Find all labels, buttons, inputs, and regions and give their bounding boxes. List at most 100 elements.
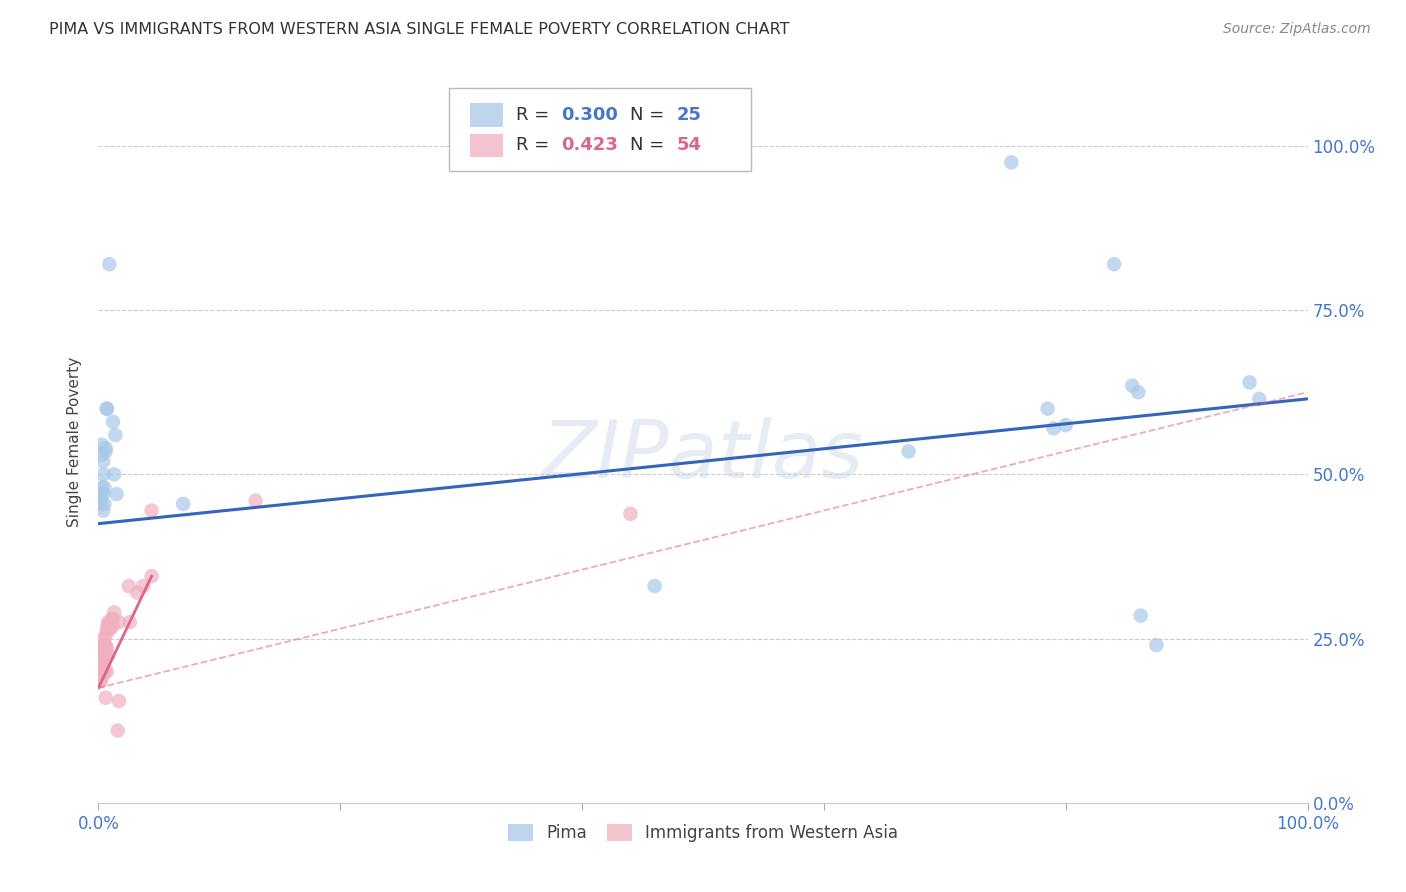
Point <box>1239 376 1261 390</box>
Text: PIMA VS IMMIGRANTS FROM WESTERN ASIA SINGLE FEMALE POVERTY CORRELATION CHART: PIMA VS IMMIGRANTS FROM WESTERN ASIA SIN… <box>49 22 790 37</box>
Point <box>91 651 114 665</box>
Point <box>94 441 117 455</box>
Point <box>101 415 124 429</box>
Point <box>141 569 163 583</box>
Point <box>89 651 111 665</box>
Point <box>91 448 114 462</box>
Point <box>127 585 149 599</box>
Point <box>93 497 115 511</box>
Point <box>91 667 114 681</box>
Point <box>141 503 163 517</box>
Point <box>108 615 131 630</box>
Point <box>91 467 114 482</box>
Point <box>118 579 141 593</box>
Text: 25: 25 <box>676 106 702 124</box>
Point <box>1249 392 1271 406</box>
Point <box>100 615 122 630</box>
Text: Source: ZipAtlas.com: Source: ZipAtlas.com <box>1223 22 1371 37</box>
Point <box>91 655 114 669</box>
Point <box>1054 418 1077 433</box>
Text: N =: N = <box>630 106 671 124</box>
Point <box>91 655 114 669</box>
Point <box>90 657 112 672</box>
Point <box>644 579 666 593</box>
Point <box>94 444 117 458</box>
Bar <box>470 134 503 157</box>
Point <box>94 628 117 642</box>
Point <box>172 497 194 511</box>
Point <box>94 690 117 705</box>
Point <box>619 507 641 521</box>
Point <box>103 605 125 619</box>
Text: N =: N = <box>630 136 671 154</box>
Point <box>93 481 115 495</box>
Bar <box>470 103 503 127</box>
Point <box>96 401 118 416</box>
Point <box>90 667 112 681</box>
Point <box>91 503 114 517</box>
Point <box>89 667 111 681</box>
Point <box>98 257 121 271</box>
Point <box>1146 638 1168 652</box>
Point <box>89 655 111 669</box>
Point <box>101 618 124 632</box>
Point <box>107 723 129 738</box>
Point <box>103 467 125 482</box>
Point <box>1128 385 1150 400</box>
Point <box>93 648 115 662</box>
Text: 54: 54 <box>676 136 702 154</box>
Point <box>1036 401 1059 416</box>
Point <box>89 665 111 679</box>
Text: R =: R = <box>516 136 554 154</box>
Point <box>90 497 112 511</box>
Point <box>1000 155 1022 169</box>
Point <box>93 632 115 646</box>
Point <box>90 674 112 689</box>
Text: 0.300: 0.300 <box>561 106 619 124</box>
Point <box>101 612 124 626</box>
Point <box>132 579 155 593</box>
Point <box>89 657 111 672</box>
Point <box>89 661 111 675</box>
Point <box>90 651 112 665</box>
Point <box>94 648 117 662</box>
Point <box>91 651 114 665</box>
Point <box>1042 421 1064 435</box>
Point <box>98 618 121 632</box>
Point <box>91 454 114 468</box>
Point <box>91 648 114 662</box>
Point <box>1121 378 1143 392</box>
Text: ZIPatlas: ZIPatlas <box>541 417 865 495</box>
Point <box>89 674 111 689</box>
Point <box>104 428 127 442</box>
Text: R =: R = <box>516 106 554 124</box>
Point <box>108 694 131 708</box>
Point <box>245 493 267 508</box>
Point <box>93 641 115 656</box>
Point <box>91 438 114 452</box>
Text: 0.423: 0.423 <box>561 136 619 154</box>
Point <box>96 641 118 656</box>
Point <box>93 665 115 679</box>
FancyBboxPatch shape <box>449 87 751 170</box>
Point <box>90 487 112 501</box>
Point <box>100 622 122 636</box>
Point <box>105 487 128 501</box>
Point <box>91 648 114 662</box>
Point <box>91 487 114 501</box>
Point <box>91 657 114 672</box>
Point <box>118 615 141 630</box>
Point <box>897 444 920 458</box>
Point <box>91 665 114 679</box>
Point <box>97 648 120 662</box>
Point <box>91 641 114 656</box>
Point <box>91 641 114 656</box>
Point <box>98 622 121 636</box>
Point <box>96 622 118 636</box>
Y-axis label: Single Female Poverty: Single Female Poverty <box>67 357 83 526</box>
Point <box>100 612 122 626</box>
Point <box>90 491 112 505</box>
Point <box>91 481 114 495</box>
Point <box>91 667 114 681</box>
Point <box>91 638 114 652</box>
